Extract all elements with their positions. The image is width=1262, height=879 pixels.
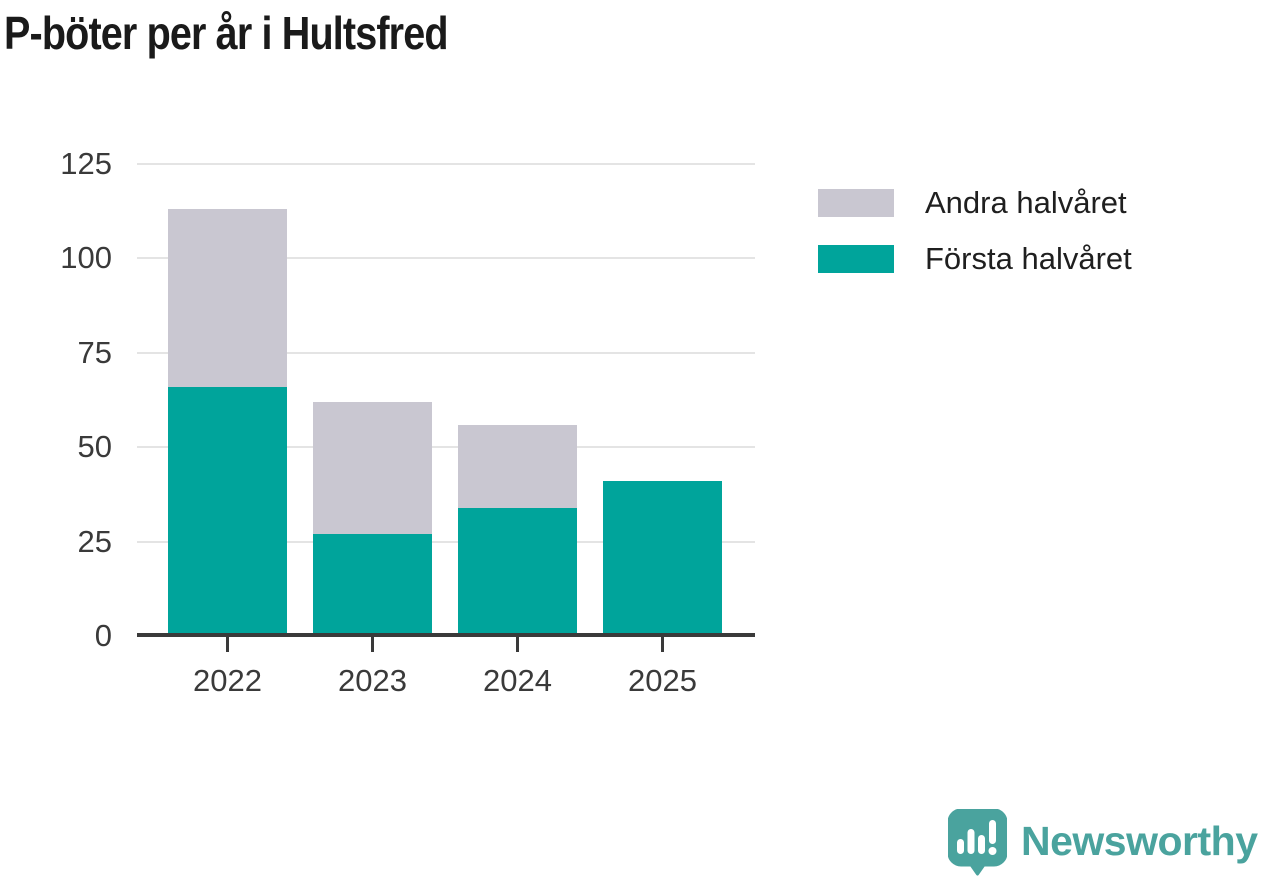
y-tick-label-100: 100 (60, 240, 112, 276)
legend-swatch-forsta-halvaret (818, 245, 894, 273)
bar-2023-f-rsta-halv-ret (313, 534, 432, 636)
legend: Andra halvåret Första halvåret (818, 185, 1132, 301)
x-tick-2024 (516, 636, 519, 652)
gridline-125 (137, 163, 755, 165)
legend-label-andra-halvaret: Andra halvåret (925, 185, 1127, 220)
x-tick-2023 (371, 636, 374, 652)
x-tick-2022 (226, 636, 229, 652)
y-tick-label-125: 125 (60, 146, 112, 181)
x-tick-label-2022: 2022 (193, 663, 262, 698)
y-tick-label-25: 25 (77, 523, 112, 559)
gridline-75 (137, 351, 755, 354)
x-tick-label-2024: 2024 (483, 663, 552, 698)
legend-swatch-andra-halvaret (818, 189, 894, 217)
x-axis-line (137, 632, 755, 637)
gridline-25 (137, 540, 755, 543)
y-tick-label-0: 0 (94, 618, 112, 653)
x-tick-2025 (661, 636, 664, 652)
y-tick-label-50: 50 (77, 429, 112, 465)
x-tick-label-2023: 2023 (338, 663, 407, 698)
y-tick-label-75: 75 (77, 334, 112, 370)
newsworthy-logo-icon (948, 809, 1007, 876)
bar-2024-andra-halv-ret (458, 424, 577, 508)
legend-label-forsta-halvaret: Första halvåret (925, 241, 1132, 276)
x-tick-label-2025: 2025 (628, 663, 697, 698)
chart-title: P-böter per år i Hultsfred (4, 7, 449, 59)
bar-2022-f-rsta-halv-ret (168, 386, 287, 636)
bar-2022-andra-halv-ret (168, 209, 287, 387)
gridline-100 (137, 257, 755, 260)
legend-item-forsta-halvaret: Första halvåret (818, 241, 1132, 276)
gridline-50 (137, 446, 755, 449)
bar-2024-f-rsta-halv-ret (458, 507, 577, 636)
bar-2025-f-rsta-halv-ret (603, 481, 722, 636)
newsworthy-branding: Newsworthy (948, 809, 1258, 876)
legend-item-andra-halvaret: Andra halvåret (818, 185, 1132, 220)
brand-name: Newsworthy (1021, 818, 1258, 864)
bar-2023-andra-halv-ret (313, 401, 432, 535)
